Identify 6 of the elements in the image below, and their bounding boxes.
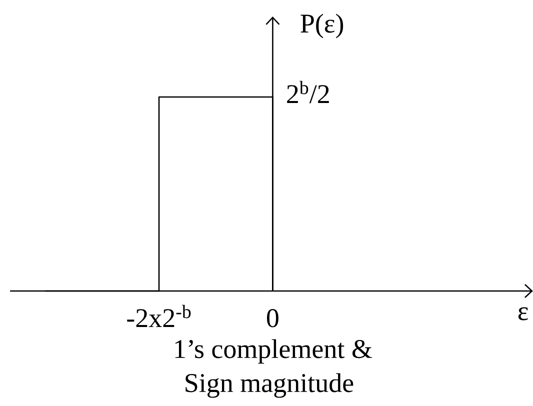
annotation: 2$^{b}$/2 bbox=[287, 80, 329, 104]
text: 1’s complement & Sign magnitude bbox=[175, 339, 372, 398]
text: ε bbox=[518, 307, 528, 320]
y-axis-title: P(ε) bbox=[300, 14, 344, 38]
x-tick-label: 0 bbox=[266, 309, 278, 328]
x-tick-label: -2x2$^{-b}$ bbox=[127, 304, 191, 327]
